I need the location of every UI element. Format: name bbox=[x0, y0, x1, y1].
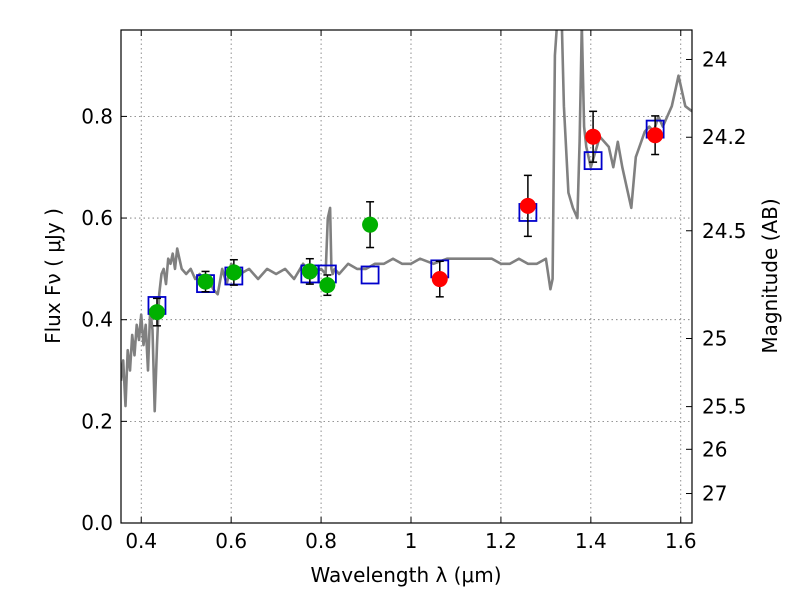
x-tick-label: 1.4 bbox=[575, 529, 607, 553]
right-tick-label: 25.5 bbox=[702, 395, 747, 419]
optical-data-point bbox=[362, 216, 379, 233]
model-spectrum-line bbox=[121, 30, 692, 413]
infrared-data-point bbox=[431, 271, 448, 288]
y-tick-label: 0.4 bbox=[81, 308, 113, 332]
right-axis-title: Magnitude (AB) bbox=[758, 198, 782, 353]
y-tick-label: 0.2 bbox=[81, 409, 113, 433]
optical-data-point bbox=[225, 264, 242, 281]
optical-data-point bbox=[197, 273, 214, 290]
infrared-data-point bbox=[647, 127, 664, 144]
x-tick-label: 0.6 bbox=[215, 529, 247, 553]
ticks-layer: 0.4 0.6 0.8 1 1.2 1.4 1.6 0.0 0.2 0.4 0.6 0.8 24 24.2… bbox=[81, 30, 747, 553]
x-tick-label: 1 bbox=[405, 529, 418, 553]
y-tick-label: 0.0 bbox=[81, 511, 113, 535]
y-axis-title: Flux Fν ( μJy ) bbox=[41, 208, 65, 344]
y-tick-label: 0.8 bbox=[81, 104, 113, 128]
spectrum-layer bbox=[121, 30, 692, 413]
x-tick-label: 1.6 bbox=[665, 529, 697, 553]
plot-frame bbox=[120, 29, 693, 524]
x-tick-label: 0.8 bbox=[305, 529, 337, 553]
x-axis-title: Wavelength λ (μm) bbox=[310, 563, 501, 587]
optical-data-point bbox=[148, 304, 165, 321]
right-tick-label: 27 bbox=[702, 482, 727, 506]
model-square-marker bbox=[360, 265, 380, 285]
plot-background bbox=[121, 30, 692, 523]
optical-data-point bbox=[301, 263, 318, 280]
optical-data-point bbox=[319, 277, 336, 294]
infrared-data-point bbox=[519, 197, 536, 214]
right-tick-label: 26 bbox=[702, 437, 727, 461]
x-tick-label: 1.2 bbox=[485, 529, 517, 553]
y-tick-label: 0.6 bbox=[81, 206, 113, 230]
right-tick-label: 24 bbox=[702, 47, 727, 71]
right-tick-label: 24.2 bbox=[702, 125, 747, 149]
markers-layer bbox=[147, 110, 665, 327]
right-tick-label: 25 bbox=[702, 327, 727, 351]
right-tick-label: 24.5 bbox=[702, 219, 747, 243]
infrared-data-point bbox=[585, 128, 602, 145]
x-tick-label: 0.4 bbox=[125, 529, 157, 553]
